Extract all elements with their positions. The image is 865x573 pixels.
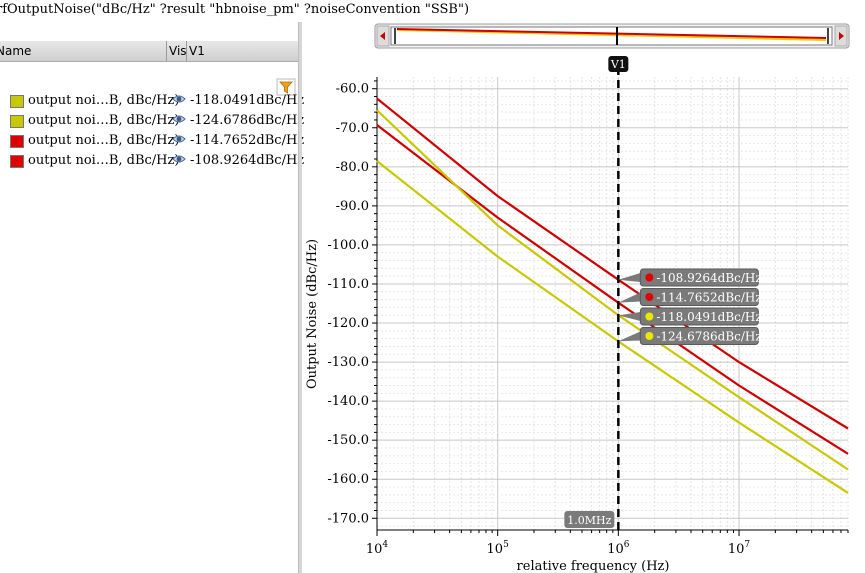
marker-callout-box — [639, 268, 759, 287]
x-tick-label: 106 — [607, 540, 630, 557]
marker-callout-pointer — [618, 312, 641, 321]
marker-callout-pointer — [618, 331, 641, 342]
trace-row[interactable]: output noi…B, dBc/Hz) -108.9264dBc/Hz — [0, 151, 304, 171]
marker-value-label: -124.6786dBc/Hz — [656, 330, 761, 344]
column-vis[interactable]: Vis — [169, 44, 187, 58]
chart: -60.0 -70.0 -80.0 -90.0 -100.0 -110.0 -120.0 -1… — [305, 23, 850, 573]
y-tick-label: -110.0 — [327, 277, 369, 292]
eye-icon[interactable] — [172, 132, 186, 146]
trace-name: output noi…B, dBc/Hz) — [28, 113, 180, 128]
eye-icon[interactable] — [172, 112, 186, 126]
trace-browser: Name Vis V1 output noi…B, dBc/Hz) -118.04… — [0, 22, 304, 573]
marker-value-label: -108.9264dBc/Hz — [656, 271, 761, 285]
y-tick-label: -100.0 — [327, 238, 369, 253]
eye-icon[interactable] — [172, 152, 186, 166]
column-name[interactable]: Name — [0, 44, 32, 58]
y-tick-label: -140.0 — [327, 394, 369, 409]
marker-x-badge — [564, 511, 615, 528]
eye-icon[interactable] — [172, 92, 186, 106]
trace-color-swatch — [10, 155, 24, 168]
y-tick-label: -160.0 — [327, 472, 369, 487]
marker-name: V1 — [610, 58, 626, 71]
filter-icon[interactable] — [276, 78, 296, 96]
y-tick-label: -60.0 — [336, 82, 369, 97]
overview-scrollbar[interactable] — [374, 23, 850, 49]
marker-callout-dot — [645, 273, 654, 282]
marker-callout-dot — [645, 293, 654, 301]
marker-callout-box — [639, 307, 759, 326]
x-tick-label: 105 — [487, 540, 510, 557]
scroll-left-icon — [380, 32, 385, 40]
y-axis-label: Output Noise (dBc/Hz) — [305, 239, 320, 389]
y-tick-label: -150.0 — [327, 433, 369, 448]
trace-value: -118.0491dBc/Hz — [190, 93, 305, 108]
trace-name: output noi…B, dBc/Hz) — [28, 133, 180, 148]
y-tick-label: -70.0 — [336, 121, 369, 136]
marker-callout-dot — [645, 312, 654, 321]
y-tick-label: -120.0 — [327, 316, 369, 331]
y-tick-label: -80.0 — [336, 160, 369, 175]
marker-callout-box — [639, 327, 759, 345]
trace-row[interactable]: output noi…B, dBc/Hz) -124.6786dBc/Hz — [0, 111, 304, 131]
y-tick-label: -170.0 — [327, 511, 369, 526]
trace-row[interactable]: output noi…B, dBc/Hz) -114.7652dBc/Hz — [0, 131, 304, 151]
plot-axes: -60.0 -70.0 -80.0 -90.0 -100.0 -110.0 -120.0 -1… — [327, 77, 849, 557]
marker-callout-dot — [645, 332, 654, 340]
trace-browser-header: Name Vis V1 — [0, 41, 298, 62]
panel-splitter[interactable] — [298, 22, 302, 573]
x-tick-label: 104 — [366, 540, 389, 557]
trace-value: -114.7652dBc/Hz — [190, 133, 305, 148]
x-tick-label: 107 — [728, 540, 751, 557]
trace-value: -124.6786dBc/Hz — [190, 113, 305, 128]
y-tick-label: -90.0 — [336, 199, 369, 214]
marker-callout-pointer — [618, 273, 641, 282]
plot-grid — [376, 77, 849, 530]
trace-row[interactable]: output noi…B, dBc/Hz) -118.0491dBc/Hz — [0, 91, 304, 111]
marker-callout-pointer — [618, 292, 641, 303]
trace-color-swatch — [10, 135, 24, 148]
marker-x-label: 1.0MHz — [567, 514, 611, 527]
trace-name: output noi…B, dBc/Hz) — [28, 153, 180, 168]
column-v1[interactable]: V1 — [189, 44, 205, 58]
trace-name: output noi…B, dBc/Hz) — [28, 93, 180, 108]
trace-value: -108.9264dBc/Hz — [190, 153, 305, 168]
marker-v1[interactable]: V1 1.0MHz -108.9264dBc/Hz -114.7652dBc/Hz -1… — [564, 56, 762, 530]
y-tick-label: -130.0 — [327, 355, 369, 370]
marker-value-label: -114.7652dBc/Hz — [656, 291, 761, 305]
marker-value-label: -118.0491dBc/Hz — [656, 310, 761, 324]
x-axis-label: relative frequency (Hz) — [517, 559, 670, 573]
scroll-right-icon — [839, 32, 844, 40]
overview-trace-yellow — [396, 29, 827, 41]
window-title: rfOutputNoise("dBc/Hz" ?result "hbnoise_… — [0, 2, 470, 17]
trace-color-swatch — [10, 115, 24, 128]
marker-name-badge — [608, 56, 629, 72]
overview-trace-red — [396, 28, 827, 39]
marker-callout-box — [639, 288, 759, 306]
trace-color-swatch — [10, 95, 24, 108]
